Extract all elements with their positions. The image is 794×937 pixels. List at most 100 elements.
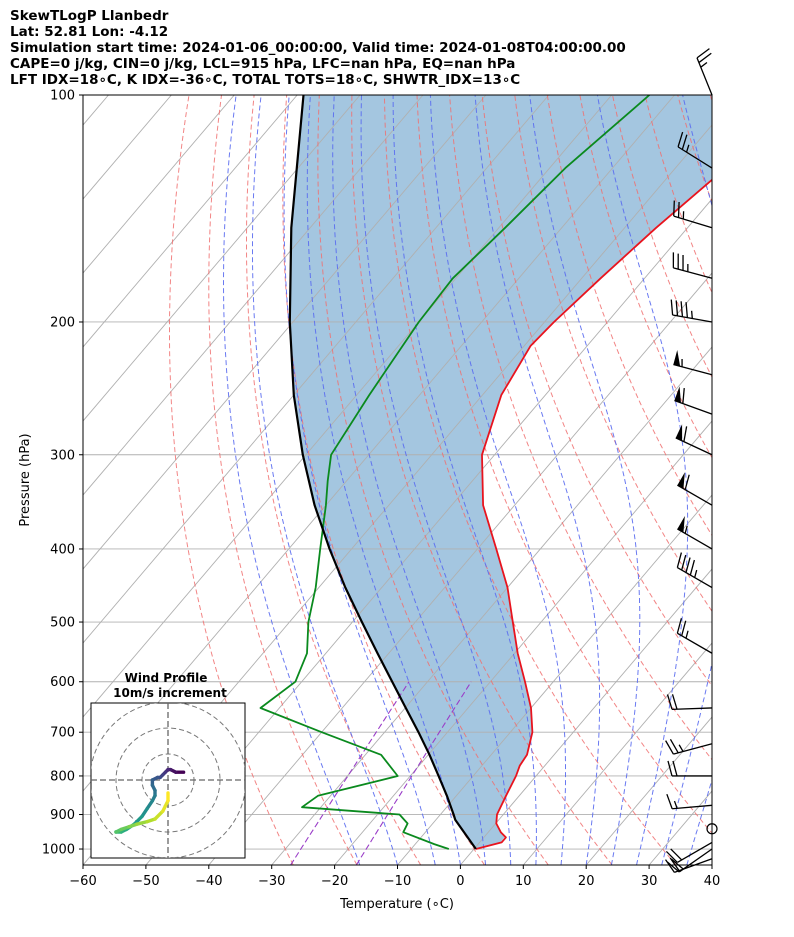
barb-shaft	[673, 215, 713, 229]
wind-barb	[667, 760, 712, 777]
isotherm--10	[397, 494, 712, 865]
isotherm--130	[83, 95, 298, 348]
barb-full	[685, 557, 691, 573]
axis-ticks: −60 −50 −40 −30 −20 −10 0 10 20 30 40 1000 900 800 700…	[42, 89, 720, 890]
wind-barb	[666, 694, 713, 711]
barb-full	[671, 858, 684, 870]
barb-full	[677, 131, 684, 148]
dry-adiabat	[579, 95, 712, 459]
title-line-4: CAPE=0 j/kg, CIN=0 j/kg, LCL=915 hPa, LF…	[10, 56, 516, 72]
wind-barb	[665, 738, 713, 755]
wind-barbs	[664, 48, 718, 873]
barb-full	[669, 738, 679, 754]
isotherm--30	[271, 346, 712, 865]
x-tick-label: 0	[456, 874, 464, 889]
wind-barb	[676, 552, 713, 589]
barb-shaft	[677, 632, 713, 654]
barb-half	[678, 744, 684, 752]
wind-profile-inset: Wind Profile 10m/s increment	[90, 671, 246, 859]
y-tick-label: 1000	[42, 843, 75, 858]
barb-shaft	[674, 399, 713, 415]
barb-full	[670, 299, 674, 316]
barb-full	[681, 134, 688, 150]
calm-circle	[706, 823, 718, 835]
barb-half	[690, 310, 693, 319]
mixing-ratio-lines	[290, 681, 472, 865]
barb-full	[673, 200, 675, 217]
hodograph-segment	[153, 809, 165, 821]
x-tick-label: −10	[384, 874, 411, 889]
barb-full	[667, 760, 673, 777]
barb-flag	[674, 386, 681, 403]
isotherm--100	[83, 95, 487, 570]
wind-barb	[675, 424, 713, 456]
dry-adiabat	[351, 95, 613, 865]
moist-adiabat	[360, 95, 512, 865]
hodograph	[91, 703, 245, 858]
y-tick-label: 200	[50, 315, 75, 330]
x-tick-label: −60	[69, 874, 96, 889]
wind-barb	[676, 618, 713, 654]
barb-full	[684, 474, 690, 490]
barb-shaft	[673, 743, 713, 755]
barb-shaft	[696, 57, 713, 96]
barb-full	[675, 300, 679, 316]
x-tick-label: −50	[132, 874, 159, 889]
wind-barb	[665, 841, 713, 863]
dewpoint-line	[259, 95, 650, 850]
isotherm--80	[83, 95, 613, 718]
barb-flag	[673, 349, 681, 367]
dry-adiabat	[546, 95, 712, 537]
barb-full	[671, 694, 678, 710]
y-tick-label: 800	[50, 769, 75, 784]
barb-shaft	[673, 267, 713, 279]
dry-adiabat	[743, 95, 794, 865]
wind-barb	[666, 793, 713, 810]
barb-full	[689, 559, 696, 576]
x-tick-label: 30	[641, 874, 658, 889]
barb-full	[664, 859, 675, 873]
barb-half	[694, 569, 698, 578]
barb-full	[669, 857, 680, 872]
barb-half	[685, 630, 689, 639]
isotherm--110	[83, 95, 424, 496]
barb-full	[698, 52, 712, 64]
moist-adiabat	[661, 95, 712, 865]
title-line-3: Simulation start time: 2024-01-06_00:00:…	[10, 40, 626, 56]
barb-full	[685, 302, 689, 318]
dry-adiabat	[775, 95, 794, 865]
isotherm--50	[145, 198, 712, 865]
moist-adiabat	[332, 95, 487, 865]
barb-flag	[677, 515, 685, 533]
wind-barb	[664, 857, 713, 873]
isotherm-40	[711, 864, 712, 865]
moist-adiabat	[474, 95, 601, 865]
dry-adiabat	[612, 95, 712, 379]
barb-shaft	[672, 707, 713, 711]
cin-shade-area	[289, 95, 712, 849]
barb-full	[666, 793, 673, 810]
hodograph-segment	[135, 819, 149, 826]
dry-adiabat	[644, 95, 712, 294]
dry-adiabat	[514, 95, 712, 613]
isotherm-0	[460, 568, 712, 865]
hodograph-segment	[161, 799, 170, 813]
cape-cin-shading	[289, 95, 712, 849]
title-line-2: Lat: 52.81 Lon: -4.12	[10, 24, 169, 40]
barb-shaft	[677, 146, 713, 169]
y-tick-label: 400	[50, 542, 75, 557]
wind-barb	[673, 349, 713, 376]
x-tick-label: −40	[195, 874, 222, 889]
barb-flag	[675, 424, 683, 441]
wind-barb	[677, 472, 713, 506]
barb-full	[683, 426, 688, 442]
barb-shaft	[673, 363, 713, 376]
x-tick-label: 10	[515, 874, 532, 889]
wind-barb	[673, 200, 713, 229]
dry-adiabat	[208, 95, 358, 865]
moist-adiabats	[223, 95, 712, 865]
barb-half	[673, 800, 678, 809]
dry-adiabat	[317, 95, 549, 865]
wind-barb	[677, 515, 713, 550]
x-tick-label: −20	[321, 874, 348, 889]
